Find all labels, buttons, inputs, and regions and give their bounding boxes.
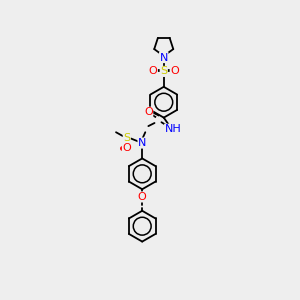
Text: NH: NH bbox=[165, 124, 182, 134]
Text: O: O bbox=[122, 143, 131, 153]
Text: N: N bbox=[160, 52, 168, 63]
Text: O: O bbox=[170, 66, 179, 76]
Text: S: S bbox=[160, 66, 167, 76]
Text: O: O bbox=[144, 107, 153, 117]
Text: S: S bbox=[123, 134, 130, 143]
Text: N: N bbox=[138, 138, 146, 148]
Text: O: O bbox=[138, 192, 147, 202]
Text: O: O bbox=[148, 66, 158, 76]
